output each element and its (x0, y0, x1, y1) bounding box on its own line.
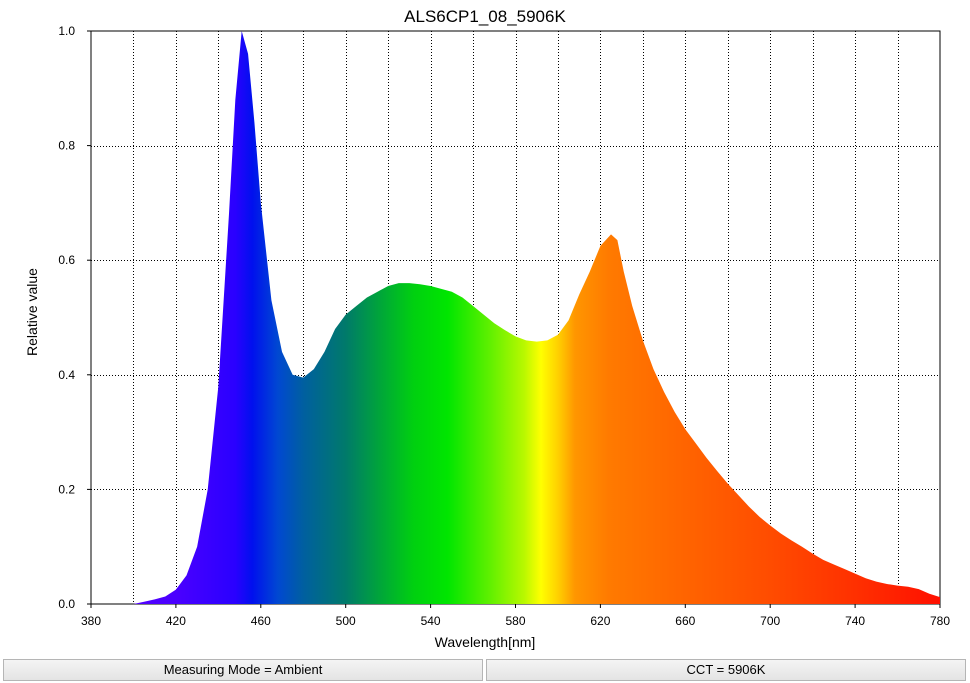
x-tick-label: 420 (166, 614, 186, 628)
y-axis-label: Relative value (24, 268, 40, 356)
x-tick-label: 700 (760, 614, 780, 628)
spectrum-chart: ALS6CP1_08_5906K 380 420 460 500 540 580 620 66… (24, 7, 950, 650)
x-tick-label: 580 (505, 614, 525, 628)
cct-field: CCT = 5906K (486, 659, 966, 681)
x-tick-label: 620 (590, 614, 610, 628)
x-tick-label: 540 (421, 614, 441, 628)
y-tick-label: 0.2 (58, 482, 75, 496)
y-tick-label: 0.0 (58, 597, 75, 611)
x-tick-label: 660 (675, 614, 695, 628)
x-tick-label: 500 (336, 614, 356, 628)
axis-ticks: 380 420 460 500 540 580 620 660 700 740 780 0.0 0.2 0… (58, 24, 950, 628)
y-tick-label: 0.8 (58, 139, 75, 153)
y-tick-label: 0.6 (58, 253, 75, 267)
x-tick-label: 740 (845, 614, 865, 628)
measuring-mode-field: Measuring Mode = Ambient (3, 659, 483, 681)
chart-title: ALS6CP1_08_5906K (404, 7, 566, 26)
y-tick-label: 0.4 (58, 368, 75, 382)
x-tick-label: 380 (81, 614, 101, 628)
status-bar: Measuring Mode = Ambient CCT = 5906K (0, 657, 970, 683)
spectrum-area (133, 31, 940, 604)
x-axis-label: Wavelength[nm] (435, 634, 536, 650)
x-tick-label: 460 (251, 614, 271, 628)
y-tick-label: 1.0 (58, 24, 75, 38)
x-tick-label: 780 (930, 614, 950, 628)
